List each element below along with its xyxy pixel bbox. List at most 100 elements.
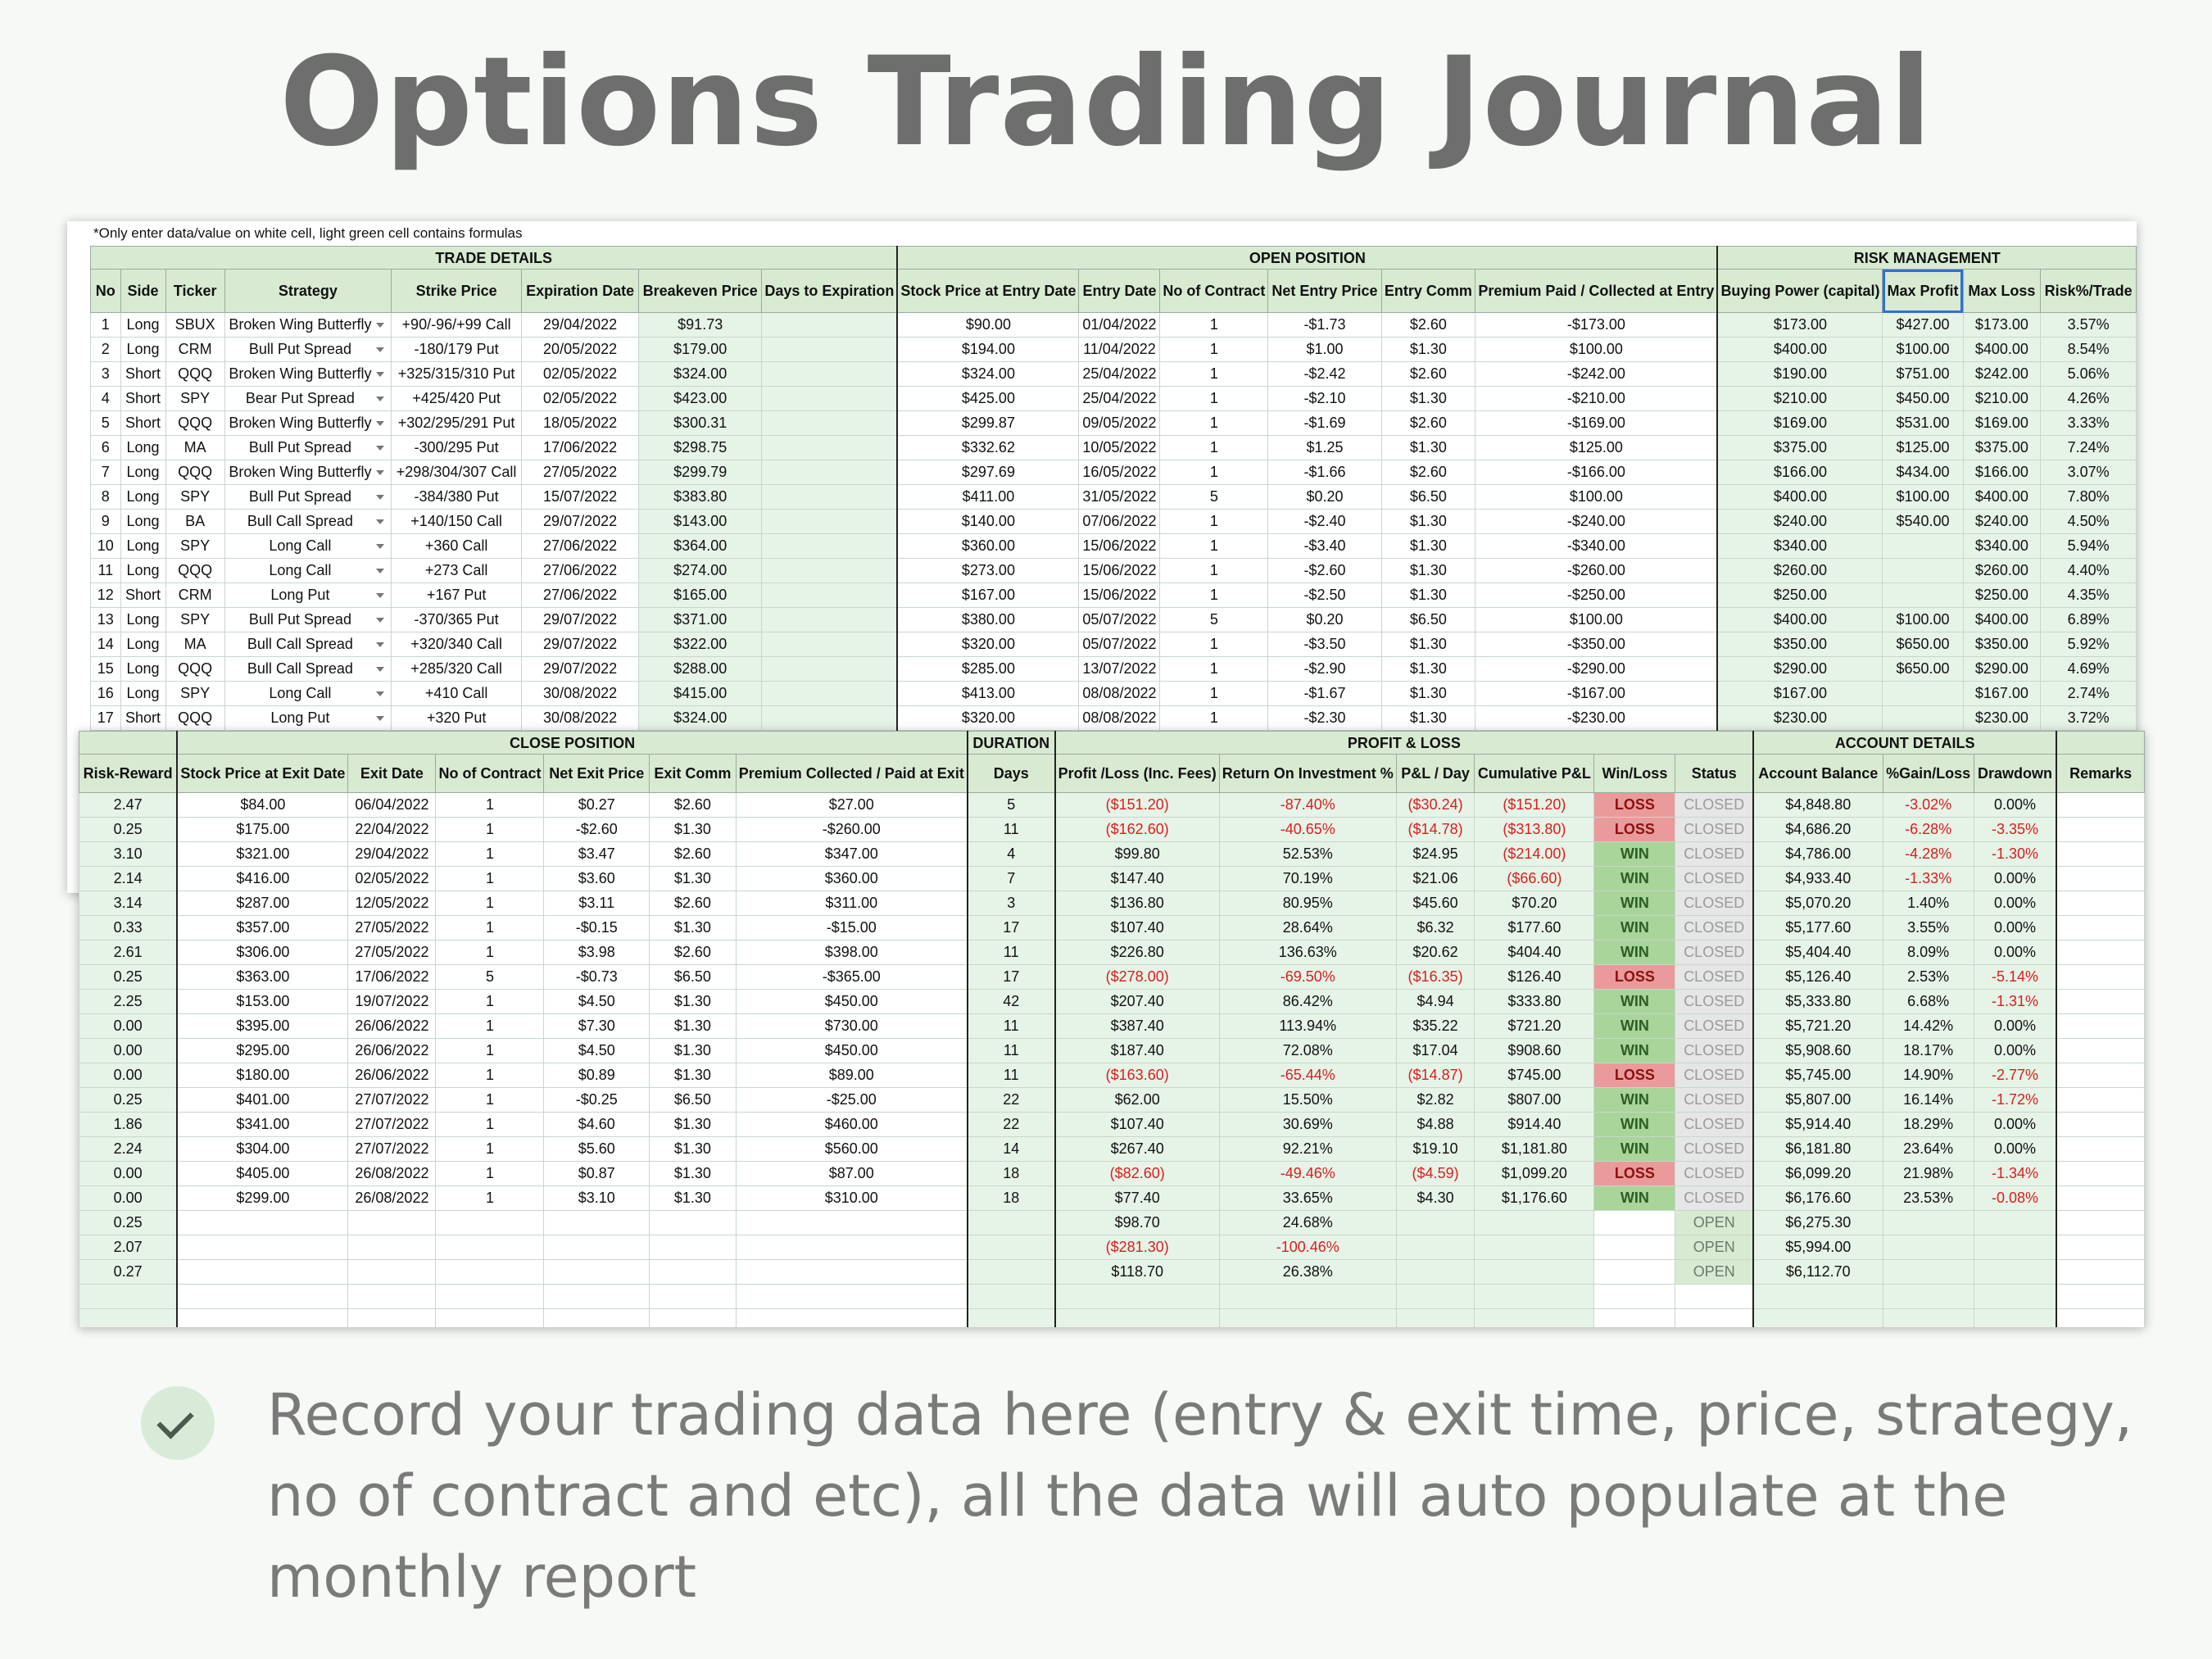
cell-expiration-date[interactable]: 27/06/2022 [521, 558, 640, 583]
cell-strike-price[interactable]: +90/-96/+99 Call [391, 312, 523, 338]
cell-exit-comm[interactable]: $1.30 [649, 1161, 737, 1186]
cell-no-of-contract[interactable]: 1 [1159, 558, 1269, 583]
cell-net-exit-price[interactable]: $5.60 [543, 1136, 650, 1162]
cell-premium-exit[interactable]: $311.00 [735, 891, 968, 916]
cell-strategy[interactable]: Broken Wing Butterfly [224, 312, 392, 338]
cell-premium-entry[interactable]: -$260.00 [1475, 558, 1719, 583]
cell-no-of-contract[interactable] [435, 1308, 545, 1327]
cell-strike-price[interactable]: +273 Call [391, 558, 523, 583]
cell-ticker[interactable]: QQQ [165, 460, 225, 485]
cell-exit-date[interactable]: 26/08/2022 [347, 1185, 437, 1211]
cell-exit-date[interactable] [347, 1210, 437, 1235]
cell-net-entry-price[interactable]: -$1.69 [1267, 410, 1382, 436]
cell-remarks[interactable] [2056, 891, 2145, 916]
cell-premium-exit[interactable] [735, 1308, 968, 1327]
cell-entry-comm[interactable]: $1.30 [1380, 509, 1476, 534]
cell-stock-price-entry[interactable]: $324.00 [896, 361, 1080, 387]
cell-expiration-date[interactable]: 27/06/2022 [521, 582, 640, 608]
cell-premium-entry[interactable]: $100.00 [1475, 484, 1719, 510]
cell-no-of-contract[interactable]: 1 [435, 1185, 545, 1211]
cell-stock-price-exit[interactable]: $304.00 [176, 1136, 349, 1162]
cell-ticker[interactable]: QQQ [165, 410, 225, 436]
cell-exit-comm[interactable]: $2.60 [649, 940, 737, 965]
cell-expiration-date[interactable]: 30/08/2022 [521, 705, 640, 731]
cell-premium-entry[interactable]: -$210.00 [1475, 386, 1719, 411]
cell-entry-comm[interactable]: $1.30 [1380, 632, 1476, 657]
cell-ticker[interactable]: BA [165, 509, 225, 534]
cell-stock-price-entry[interactable]: $425.00 [896, 386, 1080, 411]
cell-premium-exit[interactable]: $360.00 [735, 866, 968, 891]
cell-remarks[interactable] [2056, 1063, 2145, 1088]
cell-exit-comm[interactable]: $1.30 [649, 1185, 737, 1211]
cell-entry-comm[interactable]: $1.30 [1380, 705, 1476, 731]
cell-remarks[interactable] [2056, 1038, 2145, 1063]
cell-exit-comm[interactable]: $1.30 [649, 1136, 737, 1162]
cell-strategy[interactable]: Long Call [224, 533, 392, 559]
cell-no-of-contract[interactable]: 1 [435, 1038, 545, 1063]
cell-strategy[interactable]: Bull Call Spread [224, 509, 392, 534]
cell-entry-date[interactable]: 08/08/2022 [1078, 705, 1161, 731]
cell-entry-date[interactable]: 15/06/2022 [1078, 533, 1161, 559]
cell-exit-comm[interactable]: $6.50 [649, 1087, 737, 1113]
cell-remarks[interactable] [2056, 1013, 2145, 1039]
cell-premium-exit[interactable]: $310.00 [735, 1185, 968, 1211]
cell-remarks[interactable] [2056, 1185, 2145, 1211]
cell-exit-comm[interactable]: $1.30 [649, 989, 737, 1014]
cell-remarks[interactable] [2056, 1308, 2145, 1327]
cell-stock-price-exit[interactable] [176, 1259, 349, 1285]
cell-premium-exit[interactable]: $560.00 [735, 1136, 968, 1162]
cell-ticker[interactable]: SPY [165, 386, 225, 411]
cell-net-exit-price[interactable]: $4.50 [543, 1038, 650, 1063]
cell-expiration-date[interactable]: 29/07/2022 [521, 656, 640, 682]
cell-premium-exit[interactable]: $730.00 [735, 1013, 968, 1039]
cell-exit-comm[interactable] [649, 1210, 737, 1235]
cell-expiration-date[interactable]: 02/05/2022 [521, 361, 640, 387]
cell-expiration-date[interactable]: 29/04/2022 [521, 312, 640, 338]
cell-no-of-contract[interactable]: 1 [435, 891, 545, 916]
cell-stock-price-exit[interactable]: $306.00 [176, 940, 349, 965]
cell-exit-comm[interactable] [649, 1235, 737, 1260]
cell-net-exit-price[interactable]: -$0.25 [543, 1087, 650, 1113]
cell-remarks[interactable] [2056, 1112, 2145, 1137]
cell-net-entry-price[interactable]: -$2.50 [1267, 582, 1382, 608]
cell-stock-price-exit[interactable]: $416.00 [176, 866, 349, 891]
cell-net-exit-price[interactable]: $7.30 [543, 1013, 650, 1039]
cell-ticker[interactable]: SPY [165, 484, 225, 510]
cell-side[interactable]: Short [120, 410, 166, 436]
cell-entry-date[interactable]: 15/06/2022 [1078, 558, 1161, 583]
cell-net-exit-price[interactable]: -$2.60 [543, 817, 650, 842]
cell-remarks[interactable] [2056, 1161, 2145, 1186]
cell-premium-entry[interactable]: $100.00 [1475, 607, 1719, 632]
cell-premium-exit[interactable]: -$365.00 [735, 964, 968, 990]
cell-stock-price-entry[interactable]: $299.87 [896, 410, 1080, 436]
cell-net-exit-price[interactable] [543, 1308, 650, 1327]
cell-entry-date[interactable]: 11/04/2022 [1078, 337, 1161, 362]
cell-side[interactable]: Long [120, 656, 166, 682]
cell-remarks[interactable] [2056, 841, 2145, 867]
cell-side[interactable]: Long [120, 484, 166, 510]
cell-entry-date[interactable]: 25/04/2022 [1078, 361, 1161, 387]
cell-strike-price[interactable]: +360 Call [391, 533, 523, 559]
cell-strategy[interactable]: Bull Put Spread [224, 435, 392, 460]
cell-entry-date[interactable]: 31/05/2022 [1078, 484, 1161, 510]
cell-no-of-contract[interactable]: 1 [1159, 632, 1269, 657]
cell-strike-price[interactable]: +285/320 Call [391, 656, 523, 682]
cell-strategy[interactable]: Bull Put Spread [224, 607, 392, 632]
cell-entry-comm[interactable]: $2.60 [1380, 312, 1476, 338]
cell-no-of-contract[interactable]: 1 [1159, 386, 1269, 411]
cell-net-entry-price[interactable]: -$1.66 [1267, 460, 1382, 485]
cell-net-exit-price[interactable]: $0.89 [543, 1063, 650, 1088]
cell-stock-price-exit[interactable]: $175.00 [176, 817, 349, 842]
cell-expiration-date[interactable]: 02/05/2022 [521, 386, 640, 411]
cell-ticker[interactable]: CRM [165, 582, 225, 608]
cell-strategy[interactable]: Broken Wing Butterfly [224, 460, 392, 485]
cell-ticker[interactable]: CRM [165, 337, 225, 362]
cell-premium-exit[interactable]: $398.00 [735, 940, 968, 965]
cell-stock-price-exit[interactable]: $401.00 [176, 1087, 349, 1113]
cell-net-entry-price[interactable]: -$2.90 [1267, 656, 1382, 682]
cell-entry-comm[interactable]: $1.30 [1380, 582, 1476, 608]
cell-net-entry-price[interactable]: -$2.60 [1267, 558, 1382, 583]
cell-ticker[interactable]: QQQ [165, 361, 225, 387]
cell-expiration-date[interactable]: 30/08/2022 [521, 681, 640, 706]
cell-entry-comm[interactable]: $2.60 [1380, 410, 1476, 436]
